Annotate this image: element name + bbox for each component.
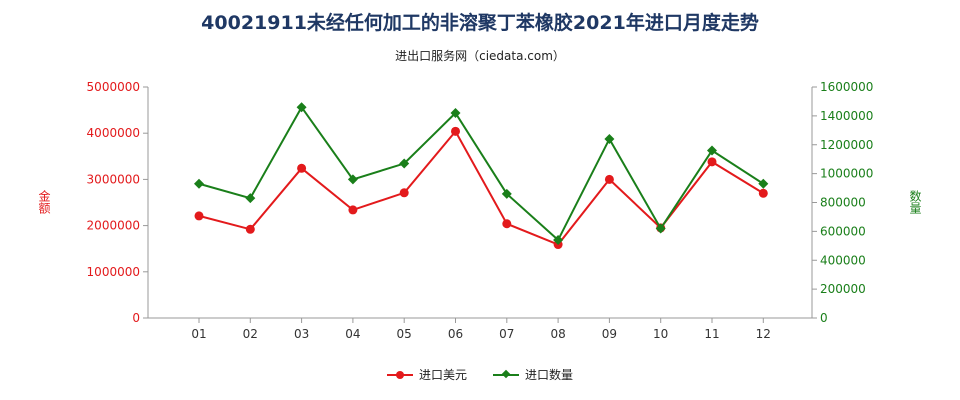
right-tick-label: 1200000 — [820, 138, 873, 152]
right-tick-label: 1400000 — [820, 109, 873, 123]
series1-line — [198, 129, 764, 246]
x-tick-label: 07 — [499, 327, 514, 341]
series1-point — [194, 211, 204, 221]
left-tick-label: 3000000 — [87, 172, 140, 186]
legend-series1-label: 进口美元 — [418, 368, 467, 382]
chart-subtitle: 进出口服务网（ciedata.com） — [395, 49, 565, 63]
x-tick-label: 12 — [756, 327, 771, 341]
series1-point — [245, 224, 255, 234]
series1-point — [604, 174, 614, 184]
series2-point — [553, 235, 564, 246]
x-tick-label: 06 — [448, 327, 463, 341]
series1-point — [297, 163, 307, 173]
series2-point — [347, 174, 358, 185]
series1-point — [399, 188, 409, 198]
x-tick-label: 09 — [602, 327, 617, 341]
right-tick-label: 0 — [820, 311, 828, 325]
series2-point — [399, 158, 410, 169]
right-axis-title: 数量 — [908, 190, 922, 214]
right-tick-label: 1000000 — [820, 167, 873, 181]
series2-point — [296, 102, 307, 113]
series2-point — [604, 133, 615, 144]
right-tick-label: 200000 — [820, 282, 866, 296]
left-axis-title: 金额 — [37, 190, 51, 214]
series1-point — [707, 157, 717, 167]
series2-point — [450, 107, 461, 118]
series2-point — [707, 145, 717, 156]
x-tick-label: 10 — [653, 327, 668, 341]
left-tick-label: 0 — [132, 311, 140, 325]
x-tick-label: 03 — [294, 327, 309, 341]
legend-series2-label: 进口数量 — [525, 368, 574, 382]
x-tick-label: 01 — [191, 327, 206, 341]
right-tick-label: 1600000 — [820, 80, 873, 94]
x-tick-label: 05 — [397, 327, 412, 341]
left-tick-label: 5000000 — [87, 80, 140, 94]
x-tick-label: 08 — [550, 327, 565, 341]
series1-point — [348, 205, 358, 215]
series1-point — [451, 126, 460, 136]
legend-series1-marker — [386, 370, 413, 380]
x-tick-label: 02 — [243, 327, 258, 341]
legend-item-series1[interactable]: 进口美元 — [386, 366, 467, 383]
left-tick-label: 1000000 — [87, 265, 140, 279]
right-tick-label: 800000 — [820, 196, 866, 210]
series2-point — [194, 178, 204, 189]
series2-point — [655, 223, 666, 234]
series2-point — [501, 188, 512, 199]
series2-point — [758, 178, 769, 189]
series1-point — [502, 219, 512, 229]
series2-point — [245, 193, 256, 204]
legend: 进口美元 进口数量 — [0, 366, 960, 383]
series1-point — [758, 188, 768, 198]
x-tick-label: 11 — [704, 327, 719, 341]
x-tick-label: 04 — [345, 327, 360, 341]
legend-series2-marker — [493, 370, 519, 380]
left-tick-label: 2000000 — [87, 219, 140, 233]
right-tick-label: 600000 — [820, 224, 866, 238]
right-tick-label: 400000 — [820, 253, 866, 267]
legend-item-series2[interactable]: 进口数量 — [493, 366, 573, 383]
chart-title: 40021911未经任何加工的非溶聚丁苯橡胶2021年进口月度走势 — [201, 12, 759, 34]
series2-line — [198, 105, 764, 242]
left-tick-label: 4000000 — [87, 126, 140, 140]
